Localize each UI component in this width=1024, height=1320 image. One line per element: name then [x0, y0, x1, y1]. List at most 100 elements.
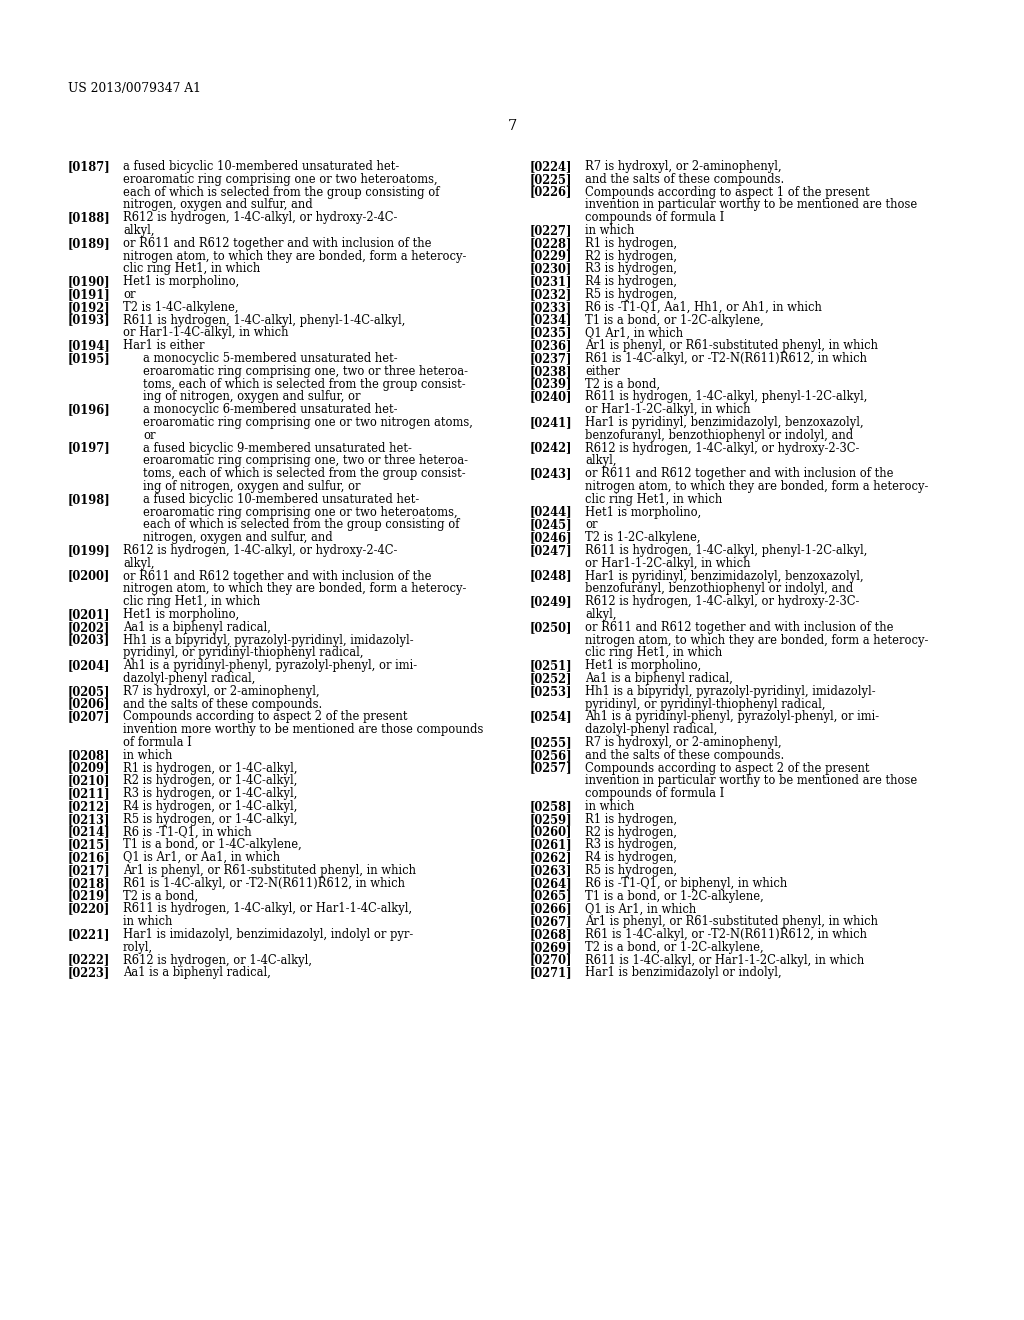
Text: R5 is hydrogen, or 1-4C-alkyl,: R5 is hydrogen, or 1-4C-alkyl,: [123, 813, 298, 826]
Text: nitrogen, oxygen and sulfur, and: nitrogen, oxygen and sulfur, and: [143, 531, 333, 544]
Text: R612 is hydrogen, or 1-4C-alkyl,: R612 is hydrogen, or 1-4C-alkyl,: [123, 953, 312, 966]
Text: [0219]: [0219]: [68, 890, 111, 903]
Text: R611 is hydrogen, 1-4C-alkyl, phenyl-1-4C-alkyl,: R611 is hydrogen, 1-4C-alkyl, phenyl-1-4…: [123, 314, 406, 326]
Text: [0218]: [0218]: [68, 876, 111, 890]
Text: R2 is hydrogen,: R2 is hydrogen,: [585, 825, 677, 838]
Text: Het1 is morpholino,: Het1 is morpholino,: [585, 506, 701, 519]
Text: [0212]: [0212]: [68, 800, 111, 813]
Text: Har1 is imidazolyl, benzimidazolyl, indolyl or pyr-: Har1 is imidazolyl, benzimidazolyl, indo…: [123, 928, 414, 941]
Text: Aa1 is a biphenyl radical,: Aa1 is a biphenyl radical,: [123, 620, 271, 634]
Text: T1 is a bond, or 1-2C-alkylene,: T1 is a bond, or 1-2C-alkylene,: [585, 890, 764, 903]
Text: [0198]: [0198]: [68, 492, 111, 506]
Text: or Har1-1-4C-alkyl, in which: or Har1-1-4C-alkyl, in which: [123, 326, 289, 339]
Text: [0230]: [0230]: [530, 263, 572, 276]
Text: R4 is hydrogen,: R4 is hydrogen,: [585, 851, 677, 865]
Text: R7 is hydroxyl, or 2-aminophenyl,: R7 is hydroxyl, or 2-aminophenyl,: [585, 160, 781, 173]
Text: [0223]: [0223]: [68, 966, 111, 979]
Text: [0232]: [0232]: [530, 288, 572, 301]
Text: R6 is -T1-Q1, in which: R6 is -T1-Q1, in which: [123, 825, 252, 838]
Text: Aa1 is a biphenyl radical,: Aa1 is a biphenyl radical,: [123, 966, 271, 979]
Text: [0257]: [0257]: [530, 762, 572, 775]
Text: [0244]: [0244]: [530, 506, 572, 519]
Text: [0228]: [0228]: [530, 236, 572, 249]
Text: Het1 is morpholino,: Het1 is morpholino,: [123, 609, 240, 620]
Text: clic ring Het1, in which: clic ring Het1, in which: [585, 647, 722, 660]
Text: [0265]: [0265]: [530, 890, 572, 903]
Text: or R611 and R612 together and with inclusion of the: or R611 and R612 together and with inclu…: [585, 467, 894, 480]
Text: 7: 7: [507, 119, 517, 133]
Text: [0209]: [0209]: [68, 762, 111, 775]
Text: Q1 is Ar1, or Aa1, in which: Q1 is Ar1, or Aa1, in which: [123, 851, 281, 865]
Text: each of which is selected from the group consisting of: each of which is selected from the group…: [143, 519, 460, 532]
Text: [0236]: [0236]: [530, 339, 572, 352]
Text: or R611 and R612 together and with inclusion of the: or R611 and R612 together and with inclu…: [585, 620, 894, 634]
Text: R611 is hydrogen, 1-4C-alkyl, or Har1-1-4C-alkyl,: R611 is hydrogen, 1-4C-alkyl, or Har1-1-…: [123, 903, 412, 915]
Text: [0260]: [0260]: [530, 825, 572, 838]
Text: compounds of formula I: compounds of formula I: [585, 787, 724, 800]
Text: [0235]: [0235]: [530, 326, 572, 339]
Text: or Har1-1-2C-alkyl, in which: or Har1-1-2C-alkyl, in which: [585, 403, 751, 416]
Text: eroaromatic ring comprising one, two or three heteroa-: eroaromatic ring comprising one, two or …: [143, 454, 468, 467]
Text: [0270]: [0270]: [530, 953, 572, 966]
Text: [0203]: [0203]: [68, 634, 111, 647]
Text: R611 is 1-4C-alkyl, or Har1-1-2C-alkyl, in which: R611 is 1-4C-alkyl, or Har1-1-2C-alkyl, …: [585, 953, 864, 966]
Text: eroaromatic ring comprising one or two nitrogen atoms,: eroaromatic ring comprising one or two n…: [143, 416, 473, 429]
Text: alkyl,: alkyl,: [123, 557, 155, 570]
Text: Ar1 is phenyl, or R61-substituted phenyl, in which: Ar1 is phenyl, or R61-substituted phenyl…: [123, 865, 416, 876]
Text: [0213]: [0213]: [68, 813, 111, 826]
Text: R1 is hydrogen,: R1 is hydrogen,: [585, 813, 677, 826]
Text: [0207]: [0207]: [68, 710, 111, 723]
Text: [0268]: [0268]: [530, 928, 572, 941]
Text: invention in particular worthy to be mentioned are those: invention in particular worthy to be men…: [585, 775, 918, 788]
Text: [0229]: [0229]: [530, 249, 572, 263]
Text: [0240]: [0240]: [530, 391, 572, 404]
Text: R6 is -T1-Q1, Aa1, Hh1, or Ah1, in which: R6 is -T1-Q1, Aa1, Hh1, or Ah1, in which: [585, 301, 822, 314]
Text: Ah1 is a pyridinyl-phenyl, pyrazolyl-phenyl, or imi-: Ah1 is a pyridinyl-phenyl, pyrazolyl-phe…: [123, 659, 417, 672]
Text: T2 is 1-2C-alkylene,: T2 is 1-2C-alkylene,: [585, 531, 700, 544]
Text: R2 is hydrogen, or 1-4C-alkyl,: R2 is hydrogen, or 1-4C-alkyl,: [123, 775, 297, 788]
Text: pyridinyl, or pyridinyl-thiophenyl radical,: pyridinyl, or pyridinyl-thiophenyl radic…: [123, 647, 364, 660]
Text: [0206]: [0206]: [68, 697, 111, 710]
Text: ing of nitrogen, oxygen and sulfur, or: ing of nitrogen, oxygen and sulfur, or: [143, 480, 360, 492]
Text: Har1 is benzimidazolyl or indolyl,: Har1 is benzimidazolyl or indolyl,: [585, 966, 781, 979]
Text: [0221]: [0221]: [68, 928, 111, 941]
Text: R611 is hydrogen, 1-4C-alkyl, phenyl-1-2C-alkyl,: R611 is hydrogen, 1-4C-alkyl, phenyl-1-2…: [585, 391, 867, 404]
Text: Compounds according to aspect 2 of the present: Compounds according to aspect 2 of the p…: [585, 762, 869, 775]
Text: a fused bicyclic 9-membered unsaturated het-: a fused bicyclic 9-membered unsaturated …: [143, 442, 412, 454]
Text: R611 is hydrogen, 1-4C-alkyl, phenyl-1-2C-alkyl,: R611 is hydrogen, 1-4C-alkyl, phenyl-1-2…: [585, 544, 867, 557]
Text: R2 is hydrogen,: R2 is hydrogen,: [585, 249, 677, 263]
Text: [0211]: [0211]: [68, 787, 111, 800]
Text: alkyl,: alkyl,: [585, 609, 616, 620]
Text: [0254]: [0254]: [530, 710, 572, 723]
Text: toms, each of which is selected from the group consist-: toms, each of which is selected from the…: [143, 378, 466, 391]
Text: [0192]: [0192]: [68, 301, 111, 314]
Text: Ar1 is phenyl, or R61-substituted phenyl, in which: Ar1 is phenyl, or R61-substituted phenyl…: [585, 339, 878, 352]
Text: ing of nitrogen, oxygen and sulfur, or: ing of nitrogen, oxygen and sulfur, or: [143, 391, 360, 404]
Text: [0196]: [0196]: [68, 403, 111, 416]
Text: eroaromatic ring comprising one or two heteroatoms,: eroaromatic ring comprising one or two h…: [143, 506, 458, 519]
Text: or R611 and R612 together and with inclusion of the: or R611 and R612 together and with inclu…: [123, 236, 431, 249]
Text: nitrogen, oxygen and sulfur, and: nitrogen, oxygen and sulfur, and: [123, 198, 312, 211]
Text: R3 is hydrogen,: R3 is hydrogen,: [585, 838, 677, 851]
Text: [0202]: [0202]: [68, 620, 111, 634]
Text: R3 is hydrogen,: R3 is hydrogen,: [585, 263, 677, 276]
Text: Compounds according to aspect 1 of the present: Compounds according to aspect 1 of the p…: [585, 186, 869, 198]
Text: [0255]: [0255]: [530, 737, 572, 748]
Text: R5 is hydrogen,: R5 is hydrogen,: [585, 288, 677, 301]
Text: [0245]: [0245]: [530, 519, 572, 532]
Text: [0258]: [0258]: [530, 800, 572, 813]
Text: invention in particular worthy to be mentioned are those: invention in particular worthy to be men…: [585, 198, 918, 211]
Text: [0216]: [0216]: [68, 851, 111, 865]
Text: in which: in which: [123, 915, 172, 928]
Text: R6 is -T1-Q1, or biphenyl, in which: R6 is -T1-Q1, or biphenyl, in which: [585, 876, 787, 890]
Text: R612 is hydrogen, 1-4C-alkyl, or hydroxy-2-3C-: R612 is hydrogen, 1-4C-alkyl, or hydroxy…: [585, 442, 859, 454]
Text: clic ring Het1, in which: clic ring Het1, in which: [123, 595, 260, 609]
Text: Har1 is pyridinyl, benzimidazolyl, benzoxazolyl,: Har1 is pyridinyl, benzimidazolyl, benzo…: [585, 416, 863, 429]
Text: benzofuranyl, benzothiophenyl or indolyl, and: benzofuranyl, benzothiophenyl or indolyl…: [585, 582, 853, 595]
Text: [0234]: [0234]: [530, 314, 572, 326]
Text: pyridinyl, or pyridinyl-thiophenyl radical,: pyridinyl, or pyridinyl-thiophenyl radic…: [585, 697, 825, 710]
Text: clic ring Het1, in which: clic ring Het1, in which: [585, 492, 722, 506]
Text: each of which is selected from the group consisting of: each of which is selected from the group…: [123, 186, 439, 198]
Text: [0243]: [0243]: [530, 467, 572, 480]
Text: [0252]: [0252]: [530, 672, 572, 685]
